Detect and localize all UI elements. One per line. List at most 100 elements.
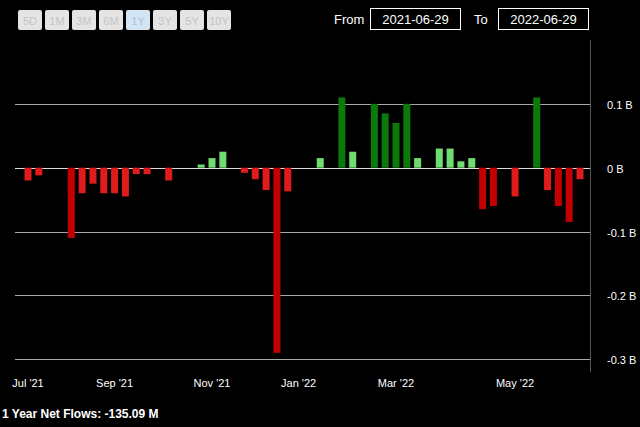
bar: [176, 167, 183, 168]
bar: [393, 123, 400, 168]
bar: [241, 168, 248, 173]
from-date: 2021-06-29: [382, 12, 449, 27]
bar: [100, 168, 107, 194]
bar: [349, 152, 356, 168]
bar: [209, 158, 216, 168]
bar: [284, 168, 291, 192]
bar: [360, 167, 367, 168]
bar: [154, 167, 161, 168]
bar: [144, 168, 151, 174]
range-button-bg: [207, 10, 231, 30]
bar: [219, 152, 226, 168]
to-date: 2022-06-29: [510, 12, 577, 27]
range-button-bg: [72, 10, 96, 30]
bar: [382, 113, 389, 167]
bar: [468, 158, 475, 168]
bar: [263, 168, 270, 190]
bar: [165, 168, 172, 181]
x-tick-label: Sep '21: [96, 377, 133, 389]
bar: [457, 161, 464, 167]
range-button-bg: [153, 10, 177, 30]
grid-line: [15, 295, 590, 296]
bar: [35, 168, 42, 176]
bar: [544, 168, 551, 190]
range-button-label: 3M: [76, 15, 91, 27]
range-button-label: 6M: [103, 15, 118, 27]
range-button-label: 3Y: [158, 15, 172, 27]
bar: [306, 167, 313, 168]
bar: [522, 167, 529, 168]
bar: [133, 168, 140, 174]
bar: [252, 168, 259, 179]
range-button-label: 1M: [49, 15, 64, 27]
range-button[interactable]: 1Y: [126, 10, 150, 30]
bars: [25, 97, 584, 352]
range-button[interactable]: 3Y: [153, 10, 177, 30]
bar: [479, 168, 486, 210]
footer: 1 Year Net Flows: -135.09 M: [2, 407, 159, 421]
grid-line: [15, 104, 590, 105]
bar: [79, 168, 86, 194]
range-button[interactable]: 1M: [45, 10, 69, 30]
bar: [198, 165, 205, 168]
range-button-label: 1Y: [131, 15, 145, 27]
chart: 5D 1M 3M 6M 1Y 3Y 5Y 10Y From 2021-06-29 To 2022-06…: [0, 0, 640, 427]
bar: [501, 167, 508, 168]
range-button-label: 5Y: [185, 15, 199, 27]
bar: [57, 167, 64, 168]
grid-line: [15, 359, 590, 360]
x-tick-label: Nov '21: [194, 377, 231, 389]
range-button[interactable]: 10Y: [207, 10, 231, 30]
range-button[interactable]: 5Y: [180, 10, 204, 30]
bar: [566, 168, 573, 222]
bar: [328, 167, 335, 168]
bar: [371, 104, 378, 168]
bar: [533, 97, 540, 167]
to-label: To: [474, 12, 488, 27]
y-tick-label: -0.3 B: [607, 354, 636, 366]
bar: [187, 167, 194, 168]
y-tick-label: 0 B: [607, 163, 624, 175]
x-tick-label: May '22: [496, 377, 534, 389]
range-button-bg: [99, 10, 123, 30]
from-input[interactable]: [371, 9, 461, 30]
range-button-bg: [126, 10, 150, 30]
y-tick-label: 0.1 B: [607, 99, 633, 111]
range-button-bg: [18, 10, 42, 30]
y-axis-line: [590, 40, 591, 372]
range-button[interactable]: 3M: [72, 10, 96, 30]
range-button-bg: [45, 10, 69, 30]
bar: [295, 167, 302, 168]
range-button-label: 5D: [23, 15, 37, 27]
bar: [317, 158, 324, 168]
bar: [425, 167, 432, 168]
bar: [512, 168, 519, 197]
bar: [122, 168, 129, 197]
from-label: From: [334, 12, 364, 27]
bar: [273, 168, 280, 353]
y-tick-label: -0.2 B: [607, 290, 636, 302]
x-tick-label: Mar '22: [378, 377, 414, 389]
bar: [577, 168, 584, 179]
range-button[interactable]: 5D: [18, 10, 42, 30]
bar: [68, 168, 75, 238]
range-button-label: 10Y: [209, 15, 229, 27]
grid-line: [15, 232, 590, 233]
bar: [555, 168, 562, 206]
bar: [447, 149, 454, 168]
x-tick-label: Jul '21: [12, 377, 43, 389]
range-button-bg: [180, 10, 204, 30]
x-tick-label: Jan '22: [281, 377, 316, 389]
bar: [230, 167, 237, 168]
bar: [25, 168, 32, 181]
bar: [490, 168, 497, 206]
to-input[interactable]: [499, 9, 589, 30]
y-tick-label: -0.1 B: [607, 227, 636, 239]
bar: [338, 97, 345, 167]
bar: [414, 158, 421, 168]
bar: [46, 167, 53, 168]
bar: [89, 168, 96, 184]
range-button[interactable]: 6M: [99, 10, 123, 30]
bar: [111, 168, 118, 194]
bar: [436, 149, 443, 168]
